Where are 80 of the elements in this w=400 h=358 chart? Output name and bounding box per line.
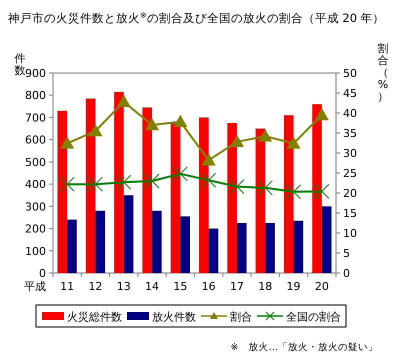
y2-tick-label: 15 (343, 207, 357, 220)
bar (312, 104, 322, 273)
point (60, 176, 75, 192)
x-tick-label: 15 (173, 280, 188, 293)
legend-label: 全国の割合 (286, 310, 341, 324)
bar (199, 117, 209, 273)
point (172, 166, 188, 182)
point (229, 179, 244, 194)
y2-tick-label: 45 (343, 87, 357, 100)
point (88, 124, 102, 136)
x-tick-label: 17 (230, 280, 244, 293)
y2-tick-label: 30 (343, 147, 357, 160)
point (230, 134, 244, 148)
bar (256, 128, 266, 273)
y2-tick-label: 5 (343, 247, 350, 260)
bar (208, 228, 218, 273)
y2-tick-label: 35 (343, 127, 357, 140)
y-tick-label: 300 (25, 200, 46, 214)
y-tick-label: 100 (25, 244, 46, 258)
bar (152, 210, 162, 273)
point (145, 118, 160, 130)
point (116, 174, 132, 190)
y-tick-label: 0 (39, 267, 46, 280)
bar (114, 92, 124, 273)
bar (236, 223, 247, 273)
point (258, 129, 272, 142)
y2-axis-title: 割合（%） (378, 42, 388, 103)
y2-tick-label: 25 (343, 167, 357, 180)
legend-label: 放火件数 (152, 310, 196, 324)
x-axis-title: 平成 (24, 280, 46, 293)
y2-tick-label: 40 (343, 107, 357, 120)
legend-label: 割合 (230, 310, 252, 324)
bar (124, 195, 134, 273)
x-tick-label: 12 (88, 280, 102, 293)
point (314, 108, 329, 120)
y2-tick-label: 20 (343, 187, 357, 200)
y-tick-label: 900 (25, 67, 46, 80)
point (144, 174, 160, 188)
bar (86, 98, 96, 273)
x-tick-label: 11 (60, 280, 74, 293)
point (286, 136, 301, 149)
y-tick-label: 800 (25, 89, 46, 102)
point (88, 176, 103, 192)
y-axis-title: 件数 (14, 52, 26, 77)
point (201, 172, 216, 188)
y2-tick-label: 50 (343, 67, 357, 80)
y2-tick-label: 0 (343, 267, 350, 280)
x-tick-label: 20 (314, 280, 329, 293)
bar (58, 110, 68, 273)
y-tick-label: 600 (25, 134, 46, 147)
x-tick-label: 18 (258, 280, 272, 293)
x-tick-label: 13 (116, 280, 131, 293)
bar (142, 107, 152, 273)
point (173, 114, 188, 128)
y-tick-label: 400 (25, 178, 46, 192)
bar (67, 220, 77, 273)
legend-label: 火災総件数 (67, 310, 122, 324)
y-tick-label: 200 (25, 222, 46, 236)
bar (284, 115, 294, 273)
y-tick-label: 700 (25, 111, 46, 124)
chart-title: 神戸市の火災件数と放火$^{※}$の割合及び全国の放火の割合（平成 20 年） (8, 10, 385, 25)
bar (95, 210, 106, 273)
bar (170, 123, 180, 273)
y-tick-label: 500 (25, 156, 46, 169)
bar (294, 220, 304, 273)
text: ※ 放火…「放火・放火の疑い」 (230, 341, 378, 353)
bar (180, 216, 190, 273)
point (286, 184, 302, 200)
point (258, 180, 273, 196)
point (314, 184, 330, 199)
point (60, 136, 74, 149)
bar (265, 223, 275, 273)
bar (227, 123, 237, 273)
point (202, 153, 216, 166)
point (116, 94, 131, 108)
x-tick-label: 19 (286, 280, 301, 293)
bar (322, 206, 332, 273)
x-tick-label: 14 (145, 280, 160, 293)
x-tick-label: 16 (202, 280, 216, 293)
y2-tick-label: 10 (343, 227, 357, 240)
